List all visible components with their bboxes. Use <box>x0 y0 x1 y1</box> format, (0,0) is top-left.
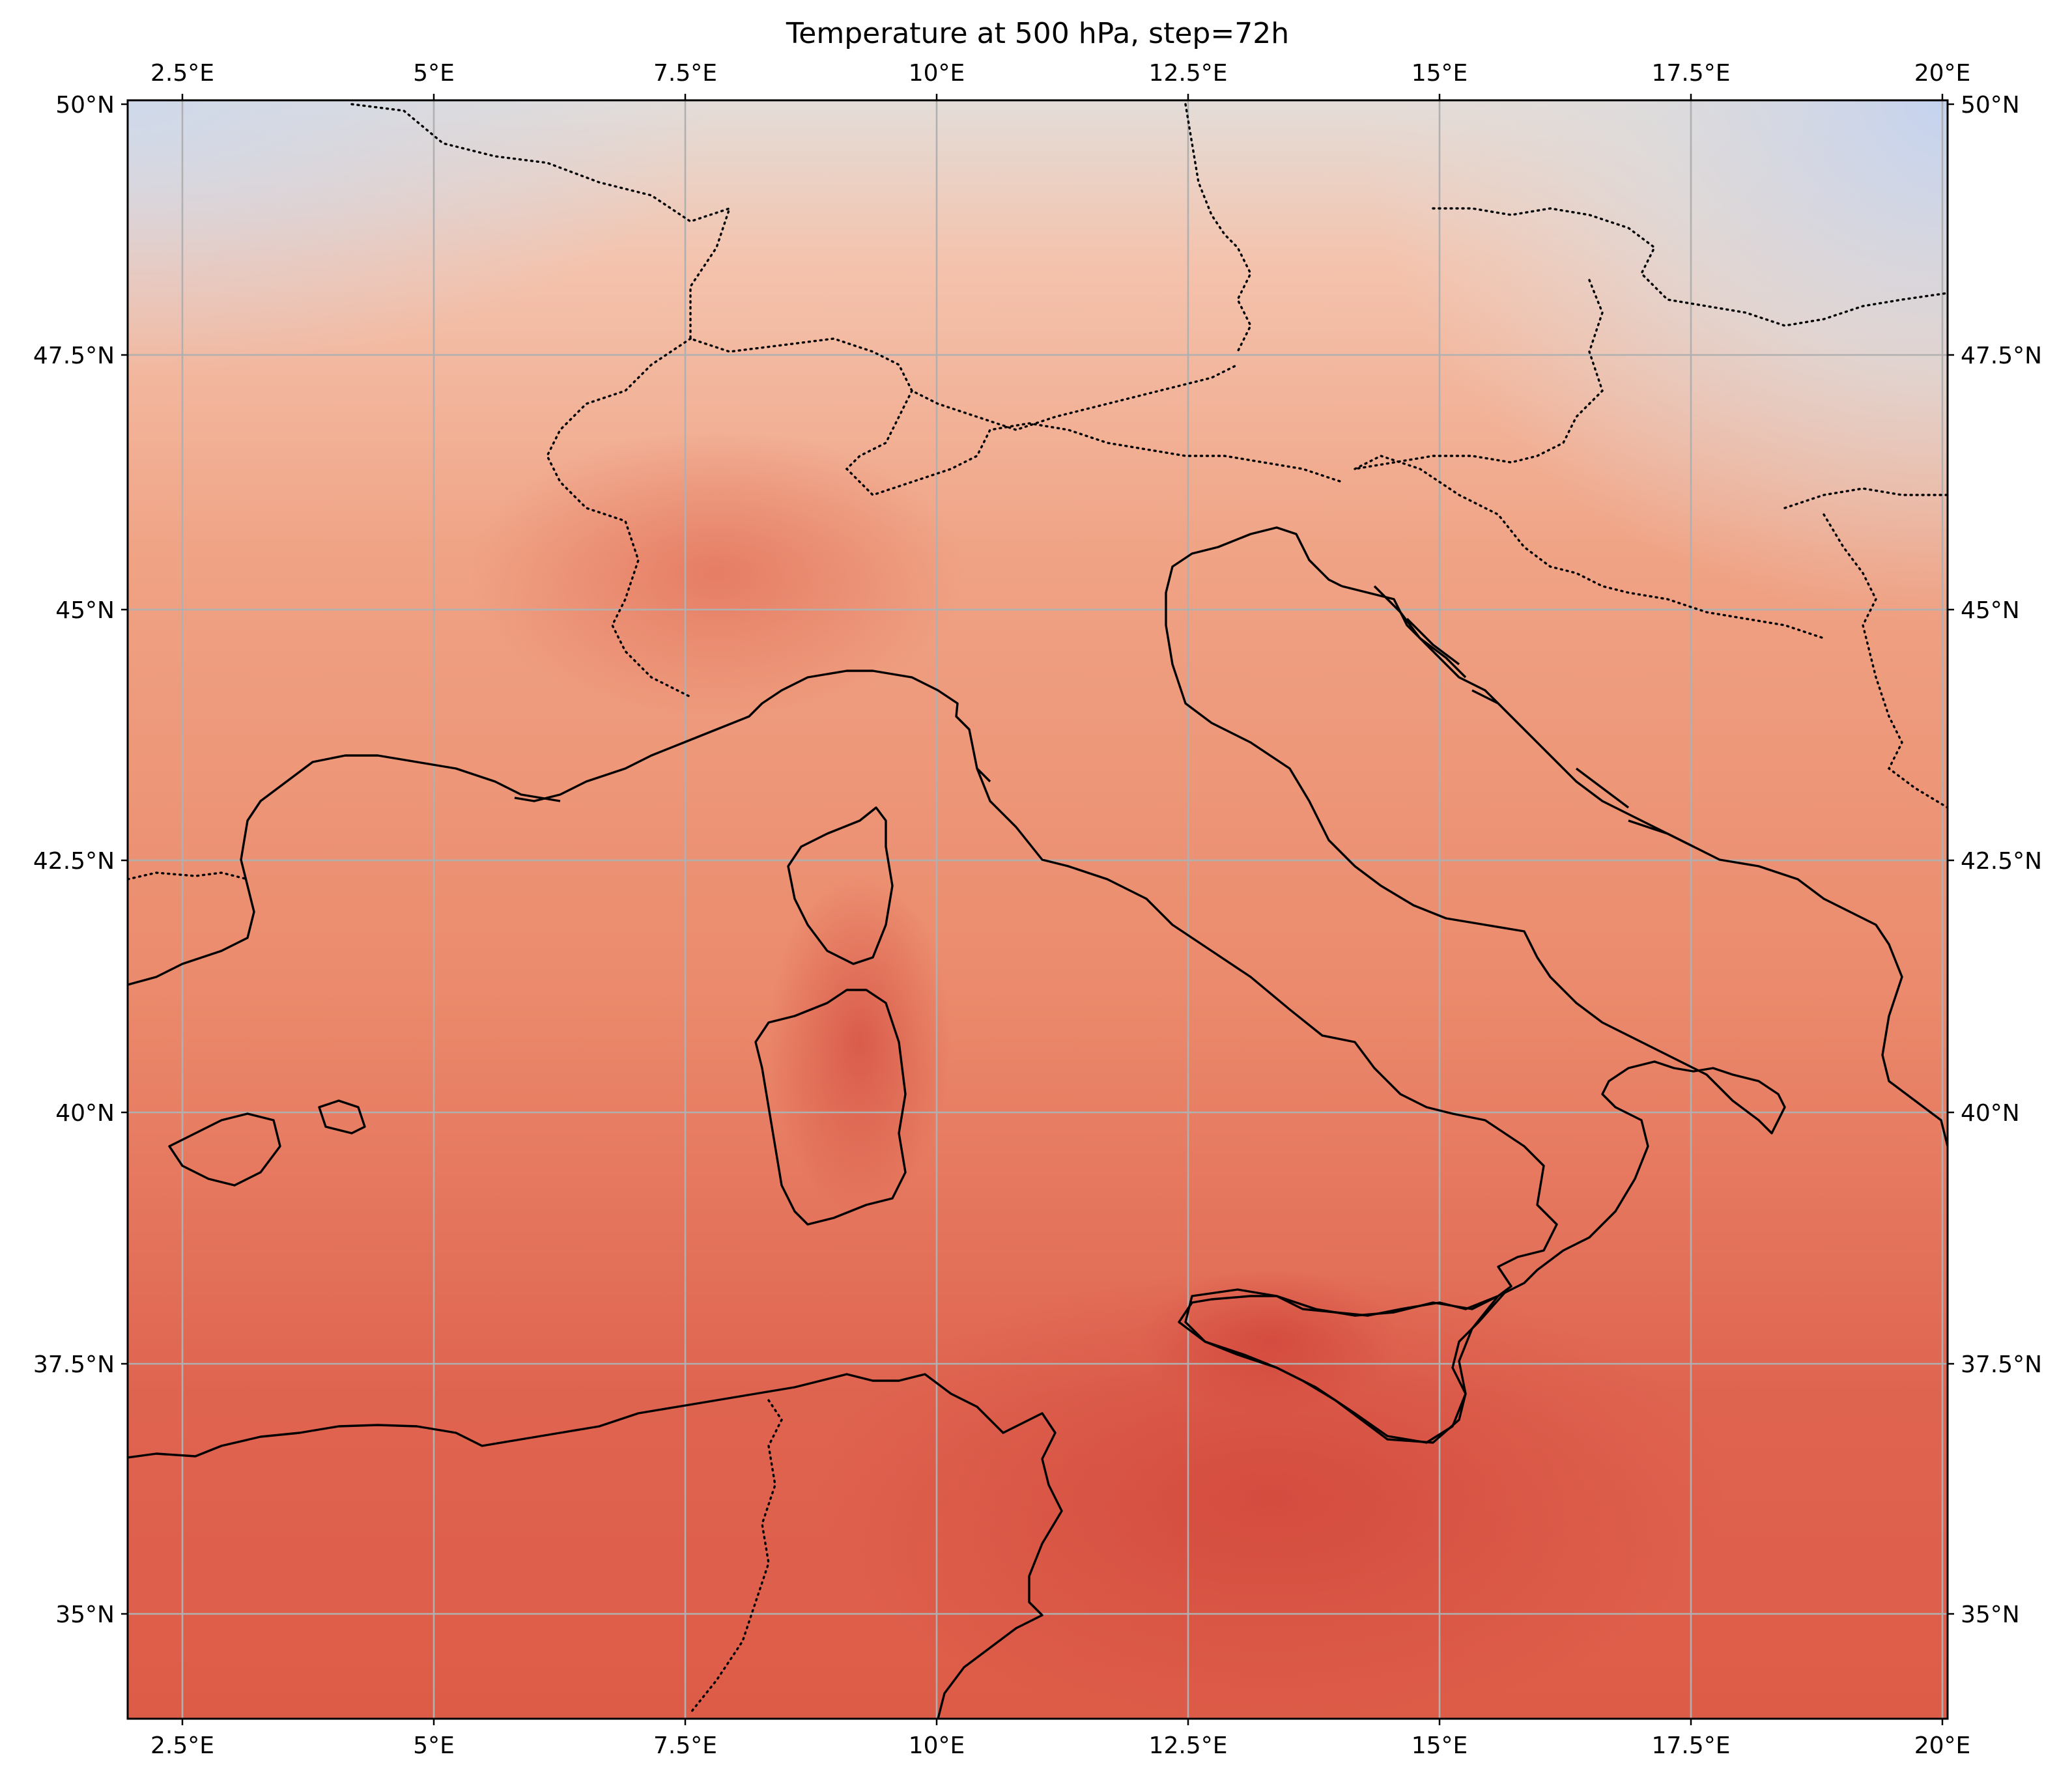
warm-anomaly-sicily <box>1140 1270 1400 1413</box>
x-tick-label: 2.5°E <box>150 60 214 87</box>
coastline-north-africa <box>128 1373 1063 1719</box>
x-tick-label: 17.5°E <box>1652 60 1731 87</box>
y-tick-label: 47.5°N <box>1961 343 2042 369</box>
coastline-sardinia <box>754 989 907 1226</box>
y-tick-label: 37.5°N <box>1961 1351 2042 1378</box>
cold-region-northeast <box>1361 100 1948 621</box>
border-italy-austria <box>845 389 1343 496</box>
coastline-corsica <box>787 806 894 965</box>
y-tick-label: 40°N <box>1961 1100 2020 1127</box>
x-tick-label: 10°E <box>909 60 965 87</box>
y-tick-label: 42.5°N <box>1961 848 2042 875</box>
coastline-italy <box>514 526 1786 1444</box>
y-tick-label: 37.5°N <box>33 1351 115 1378</box>
x-tick-label: 15°E <box>1412 60 1468 87</box>
y-tick-label: 40°N <box>55 1100 115 1127</box>
coastline-france-riviera <box>128 754 561 986</box>
y-tick-label: 35°N <box>1961 1602 2020 1628</box>
x-tick-label: 5°E <box>413 60 455 87</box>
y-tick-label: 50°N <box>55 92 115 119</box>
map-title: Temperature at 500 hPa, step=72h <box>786 17 1289 50</box>
x-tick-label: 15°E <box>1412 1732 1468 1759</box>
y-tick-labels-left: 50°N 47.5°N 45°N 42.5°N 40°N 37.5°N 35°N <box>33 92 115 1628</box>
y-tick-label: 47.5°N <box>33 343 115 369</box>
warm-anomaly-alps <box>469 430 964 716</box>
plot-area <box>128 100 1948 1719</box>
y-tick-label: 35°N <box>55 1602 115 1628</box>
x-tick-label: 2.5°E <box>150 1732 214 1759</box>
y-tick-label: 45°N <box>55 597 115 624</box>
border-algeria-tunisia <box>689 1399 783 1714</box>
y-tick-label: 50°N <box>1961 92 2020 119</box>
x-tick-label: 7.5°E <box>653 1732 717 1759</box>
x-tick-label: 12.5°E <box>1149 1732 1228 1759</box>
x-tick-labels-top: 2.5°E 5°E 7.5°E 10°E 12.5°E 15°E 17.5°E … <box>150 60 1970 87</box>
warm-anomaly-sardinia <box>769 873 951 1211</box>
x-tick-label: 10°E <box>909 1732 965 1759</box>
plot-frame <box>126 99 1949 1720</box>
coastline-croatia-islands <box>1373 585 1694 848</box>
border-france-germany-switzerland <box>350 103 1239 431</box>
y-tick-label: 45°N <box>1961 597 2020 624</box>
coastlines <box>128 526 1948 1719</box>
x-tick-label: 5°E <box>413 1732 455 1759</box>
y-tick-labels-right: 50°N 47.5°N 45°N 42.5°N 40°N 37.5°N 35°N <box>1961 92 2042 1628</box>
gridlines <box>128 100 1948 1719</box>
country-borders <box>128 103 1948 1714</box>
coastline-sicily <box>1184 1288 1499 1444</box>
x-tick-label: 20°E <box>1914 60 1971 87</box>
y-tick-label: 42.5°N <box>33 848 115 875</box>
x-tick-label: 12.5°E <box>1149 60 1228 87</box>
x-tick-label: 20°E <box>1914 1732 1971 1759</box>
border-bosnia-serbia <box>1783 487 1948 809</box>
x-tick-label: 7.5°E <box>653 60 717 87</box>
tick-marks <box>121 94 1954 1725</box>
x-tick-labels-bottom: 2.5°E 5°E 7.5°E 10°E 12.5°E 15°E 17.5°E … <box>150 1732 1970 1759</box>
warm-anomaly-south <box>814 1270 1726 1719</box>
border-spain-france <box>128 871 249 881</box>
border-austria-hungary <box>1354 279 1604 470</box>
cold-region-northwest <box>128 100 714 374</box>
x-tick-label: 17.5°E <box>1652 1732 1731 1759</box>
coastline-balearic-islands <box>168 1099 366 1187</box>
border-france-italy <box>546 337 692 698</box>
border-germany-czechia <box>1184 103 1252 353</box>
